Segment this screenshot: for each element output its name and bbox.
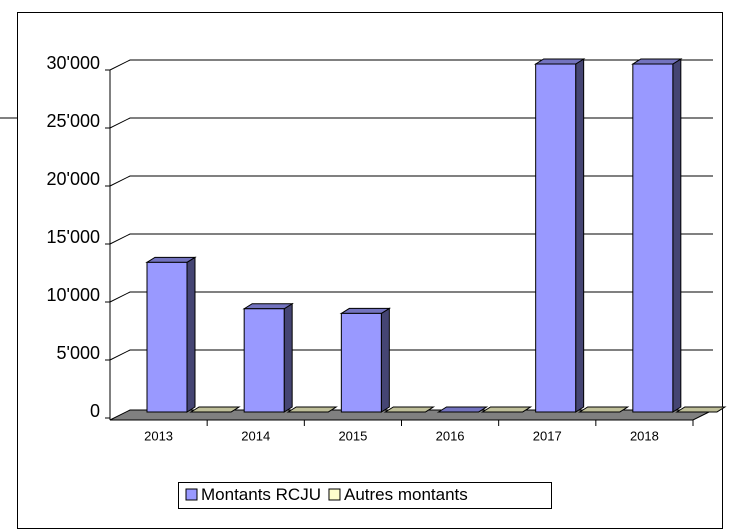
x-tick-label: 2018 bbox=[630, 428, 659, 443]
y-tick-label: 30'000 bbox=[47, 53, 101, 73]
bar bbox=[286, 406, 338, 413]
grid-line bbox=[109, 349, 713, 361]
y-tick-label: 0 bbox=[90, 401, 100, 421]
chart-frame bbox=[17, 12, 723, 529]
bar bbox=[577, 406, 630, 413]
bar-face bbox=[675, 406, 727, 413]
y-tick-label: 15'000 bbox=[47, 227, 101, 247]
legend-label: Montants RCJU bbox=[201, 485, 321, 504]
y-tick-label: 5'000 bbox=[57, 343, 100, 363]
grid-line bbox=[109, 175, 713, 187]
bar-face bbox=[189, 406, 241, 413]
legend-box bbox=[178, 482, 552, 509]
bar bbox=[339, 307, 392, 413]
bar bbox=[242, 302, 294, 413]
bar-face bbox=[672, 58, 682, 413]
x-tick-label: 2013 bbox=[144, 428, 173, 443]
bar-face bbox=[339, 307, 392, 314]
bar bbox=[480, 406, 533, 413]
bar bbox=[675, 406, 727, 413]
bar-face bbox=[436, 406, 489, 413]
bar bbox=[383, 406, 436, 413]
bar-face bbox=[380, 307, 390, 413]
bar bbox=[631, 58, 683, 413]
bar-face bbox=[575, 58, 585, 413]
grid-line bbox=[109, 117, 713, 129]
grid-line bbox=[109, 59, 713, 71]
bar-face bbox=[286, 406, 338, 413]
bar bbox=[533, 58, 586, 413]
bar-face bbox=[243, 308, 285, 413]
grid-line bbox=[109, 291, 713, 303]
bar-face bbox=[480, 406, 533, 413]
bar-face bbox=[283, 302, 293, 413]
grid-line bbox=[109, 233, 713, 245]
x-tick-label: 2015 bbox=[338, 428, 367, 443]
x-tick-label: 2017 bbox=[533, 428, 562, 443]
bar bbox=[189, 406, 241, 413]
bar-face bbox=[242, 303, 294, 310]
bar-face bbox=[145, 256, 197, 263]
y-tick-label: 25'000 bbox=[47, 111, 101, 131]
x-tick-label: 2016 bbox=[436, 428, 465, 443]
y-tick-label: 10'000 bbox=[47, 285, 101, 305]
legend-swatch bbox=[328, 488, 341, 501]
legend-swatch bbox=[185, 488, 198, 501]
bar-face bbox=[631, 58, 683, 65]
bar bbox=[145, 256, 197, 413]
bar-face bbox=[146, 261, 188, 413]
bar-face bbox=[340, 312, 382, 413]
bar-face bbox=[535, 63, 577, 413]
bar-face bbox=[632, 63, 674, 413]
bar-face bbox=[186, 256, 196, 413]
bar-face bbox=[533, 58, 586, 65]
bar-face bbox=[383, 406, 436, 413]
y-tick-label: 20'000 bbox=[47, 169, 101, 189]
bar bbox=[436, 406, 489, 413]
bar-face bbox=[577, 406, 630, 413]
x-tick-label: 2014 bbox=[241, 428, 270, 443]
legend-label: Autres montants bbox=[344, 485, 468, 504]
